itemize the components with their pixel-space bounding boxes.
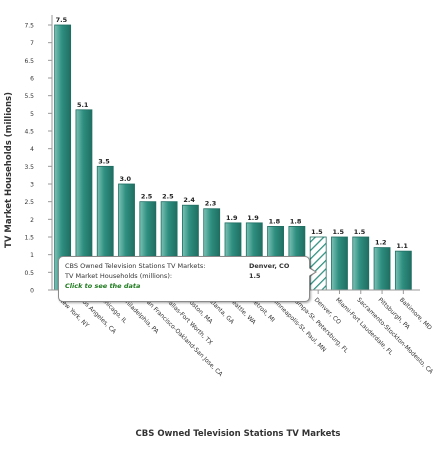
bar-value-label: 2.3 [205,200,217,208]
bar-value-label: 1.1 [396,242,408,250]
bar-value-label: 1.8 [269,217,281,225]
see-data-link[interactable]: Click to see the data [65,282,141,290]
bar-value-label: 2.5 [141,193,153,201]
tooltip: CBS Owned Television Stations TV Markets… [58,256,310,302]
bar-value-label: 1.2 [375,239,387,247]
bar-value-label: 2.5 [162,193,174,201]
x-axis-title: CBS Owned Television Stations TV Markets [136,429,341,439]
bar-value-label: 1.5 [332,228,344,236]
x-tick-label: San Francisco-Oakland-San Jose, CA [142,296,224,378]
y-tick-label: 6 [30,76,34,83]
y-tick-label: 7 [30,40,34,47]
bar-value-label: 2.4 [183,196,195,204]
bar-16[interactable] [394,250,412,291]
y-tick-label: 6.5 [24,58,34,65]
y-tick-label: 2.5 [24,199,34,206]
tooltip-measure-value: 1.5 [249,272,261,280]
y-tick-label: 1 [30,252,34,259]
y-tick-label: 5.5 [24,93,34,100]
y-tick-label: 0 [30,288,34,295]
bar-value-label: 7.5 [56,16,68,24]
bar-14[interactable] [352,236,370,291]
bar-15[interactable] [373,247,391,291]
y-tick-label: 5 [30,111,34,118]
y-tick-label: 1.5 [24,235,34,242]
bar-value-label: 1.5 [311,228,323,236]
bar-13[interactable] [331,236,348,291]
y-tick-label: 2 [30,217,34,224]
bar-0[interactable] [54,24,72,291]
y-axis-title: TV Market Households (millions) [4,92,14,248]
y-axis: 0 0.5 1 1.5 2 2.5 3 3.5 4 4.5 5 5.5 6 6.5 7 7.5 [24,15,53,295]
x-tick-label: Sacramento-Stockton-Modesto, CA [355,296,435,376]
x-tick-label: Los Angeles, CA [79,296,118,335]
y-tick-label: 7.5 [24,23,34,30]
y-tick-label: 3 [30,182,34,189]
bar-12[interactable] [309,236,327,291]
bar-value-label: 1.9 [247,214,259,222]
bar-value-label: 3.0 [120,175,132,183]
y-tick-label: 4.5 [24,129,34,136]
tooltip-measure-label: TV Market Households (millions): [65,272,173,280]
bar-value-label: 1.8 [290,217,302,225]
y-tick-label: 4 [30,146,34,153]
y-tick-label: 3.5 [24,164,34,171]
tooltip-series-label: CBS Owned Television Stations TV Markets… [65,262,206,270]
tooltip-series-value: Denver, CO [249,262,290,270]
bar-value-label: 1.5 [354,228,366,236]
y-tick-label: 0.5 [24,270,34,277]
bar-value-label: 3.5 [98,157,110,165]
bar-value-label: 1.9 [226,214,238,222]
bar-value-label: 5.1 [77,101,89,109]
tooltip-pointer-inner [307,267,315,277]
